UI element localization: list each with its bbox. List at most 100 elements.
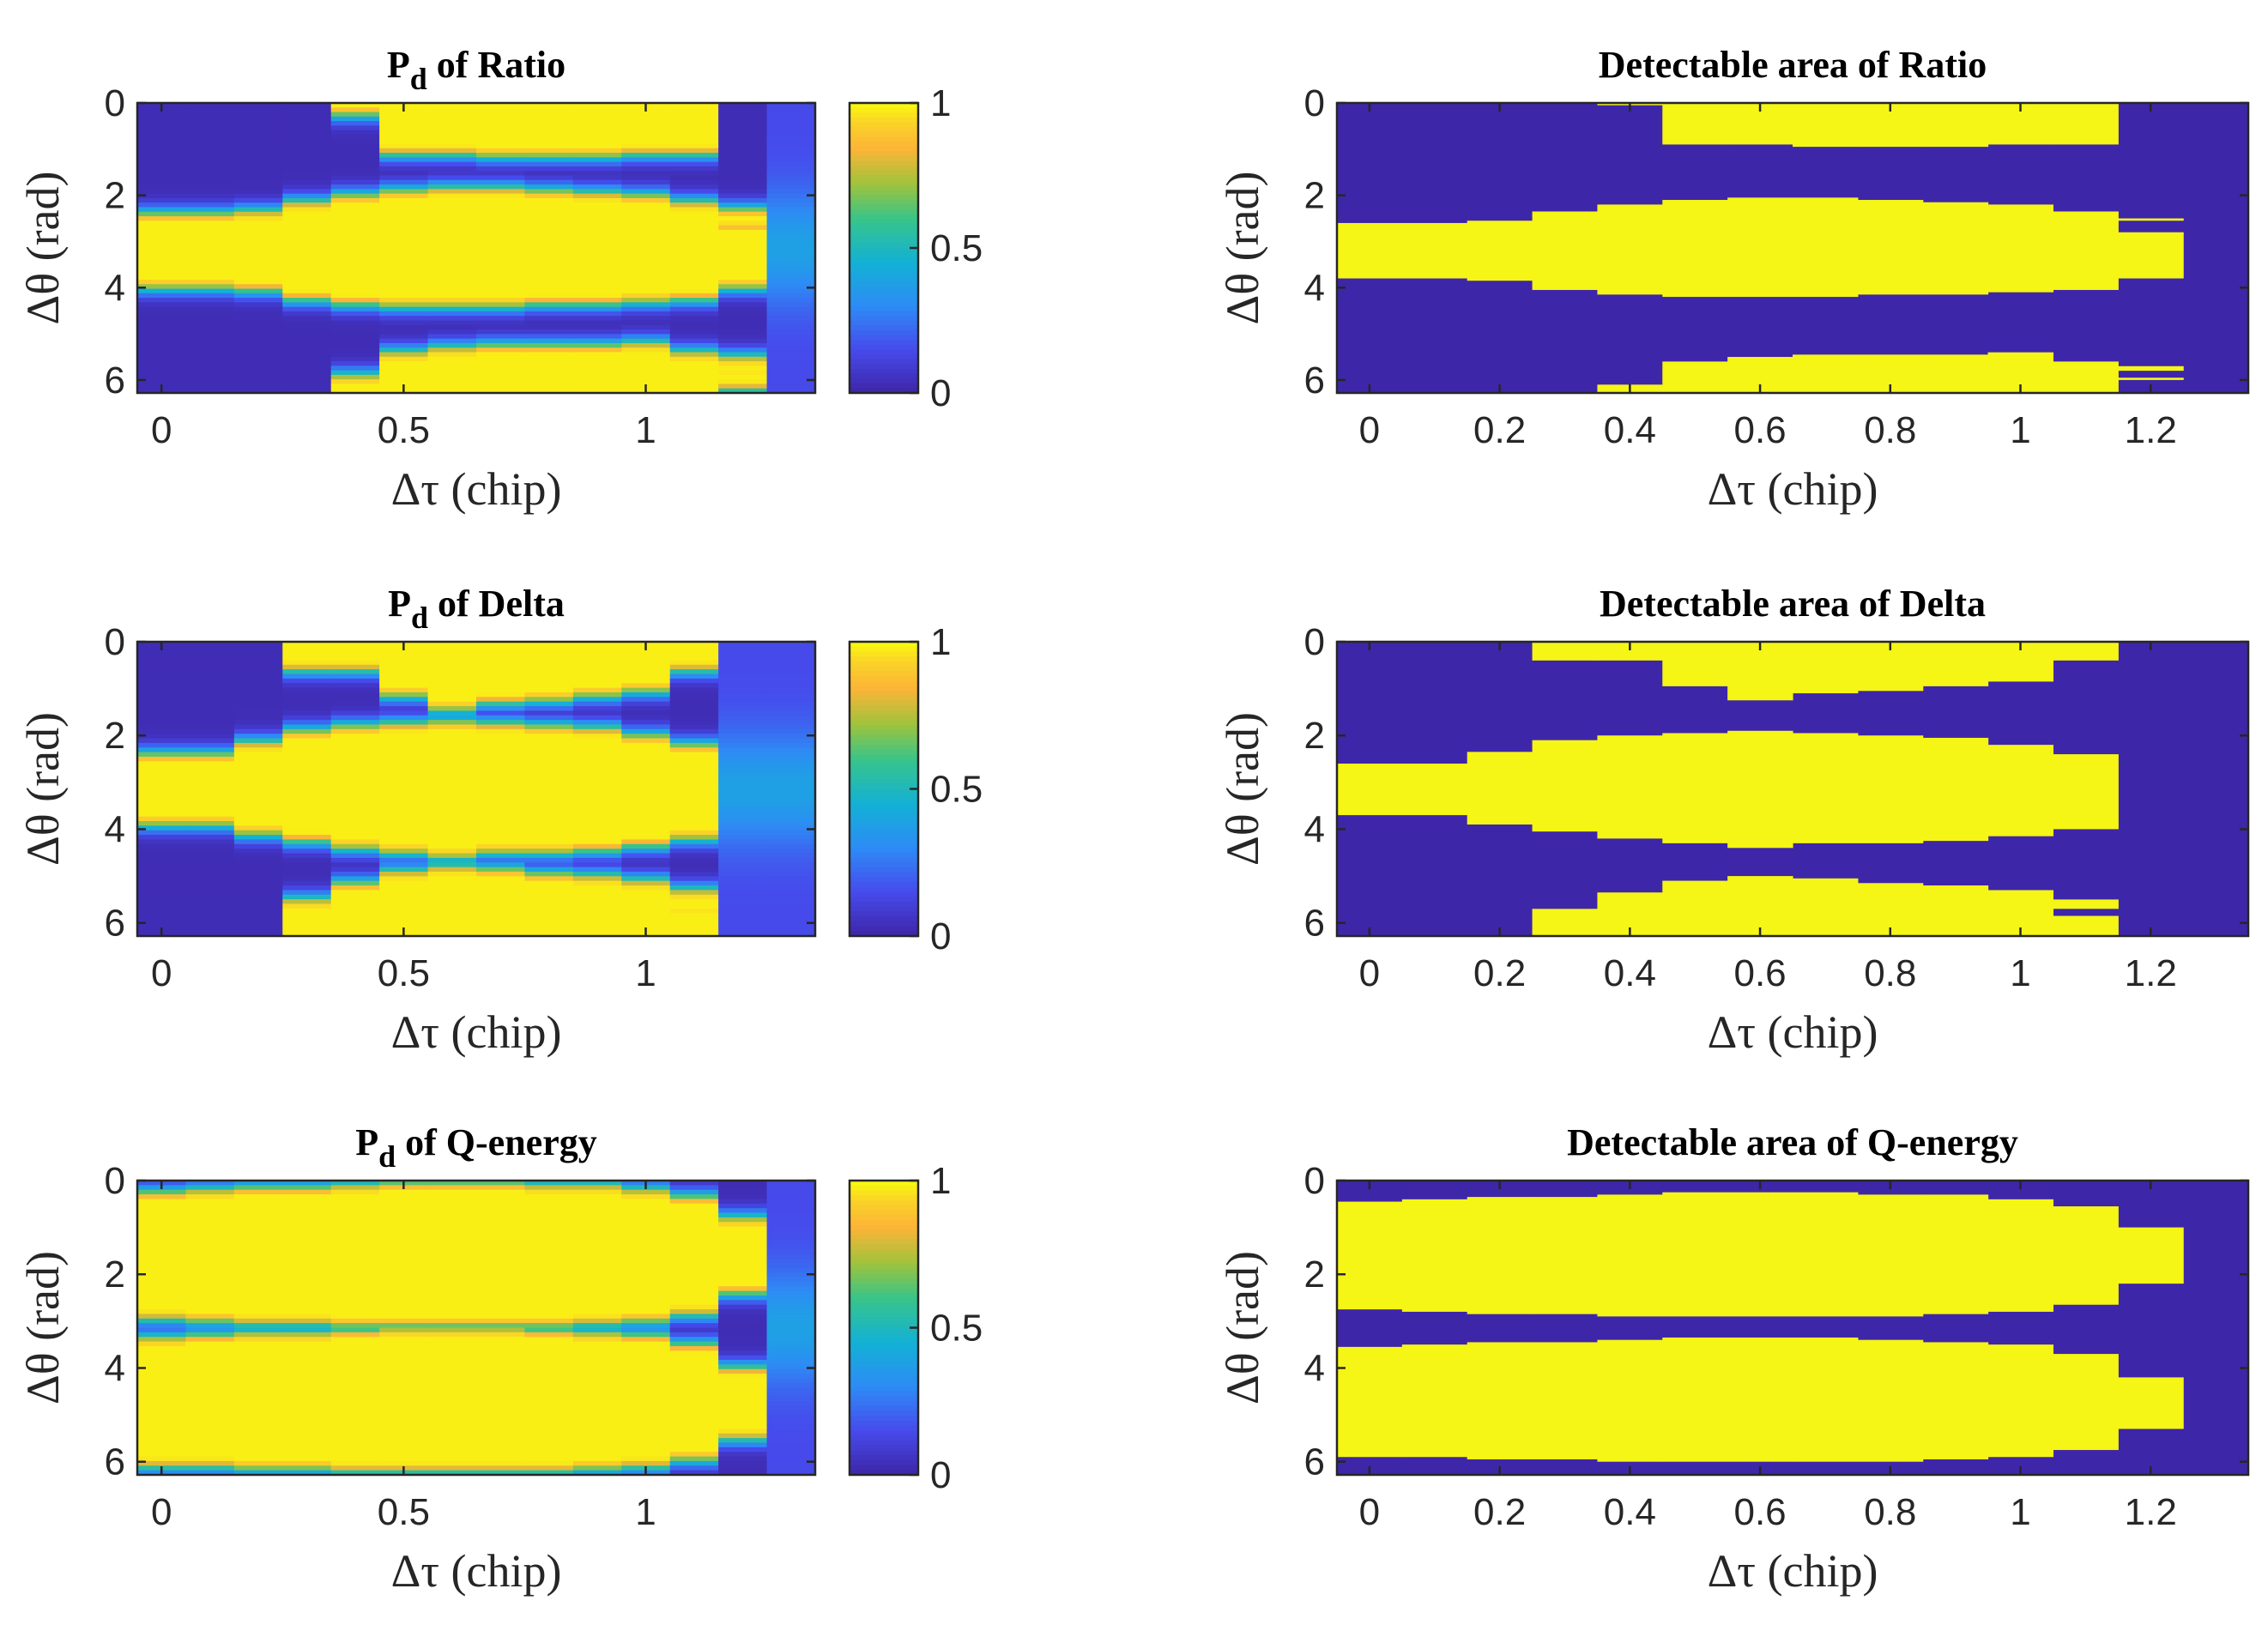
colorbar-segment: [850, 803, 918, 809]
heatmap-cell: [379, 669, 429, 675]
heatmap-cell: [137, 243, 187, 249]
heatmap-cell: [669, 1194, 719, 1200]
heatmap-cell: [185, 334, 235, 340]
heatmap-cell: [427, 802, 477, 808]
heatmap-cell: [233, 674, 283, 680]
heatmap-cell: [476, 370, 526, 376]
heatmap-cell: [379, 311, 429, 317]
heatmap-cell: [379, 298, 429, 303]
heatmap-cell: [718, 1263, 768, 1269]
heatmap-cell: [427, 650, 477, 656]
heatmap-cell: [137, 324, 187, 330]
heatmap-cell: [669, 1447, 719, 1453]
heatmap-cell: [572, 1456, 622, 1462]
heatmap-cell: [621, 660, 671, 666]
heatmap-cell: [282, 1281, 332, 1287]
heatmap-cell: [718, 1208, 768, 1214]
heatmap-cell: [282, 876, 332, 882]
heatmap-cell: [282, 216, 332, 221]
heatmap-cell: [476, 706, 526, 711]
heatmap-cell: [572, 646, 622, 652]
heatmap-cell: [718, 284, 768, 290]
heatmap-cell: [282, 143, 332, 149]
heatmap-cell: [185, 1181, 235, 1186]
heatmap-cell: [282, 257, 332, 263]
heatmap-cell: [330, 862, 380, 868]
heatmap-cell: [427, 1452, 477, 1458]
heatmap-cell: [669, 660, 719, 666]
heatmap-cell: [137, 334, 187, 340]
heatmap-cell: [524, 193, 574, 199]
heatmap-cell: [766, 179, 815, 185]
heatmap-cell: [330, 257, 380, 263]
heatmap-cell: [669, 320, 719, 326]
heatmap-cell: [621, 361, 671, 366]
heatmap-cell: [476, 1245, 526, 1250]
heatmap-cell: [572, 1290, 622, 1296]
heatmap-cell: [137, 843, 187, 849]
heatmap-cell: [282, 839, 332, 845]
heatmap-cell: [718, 1374, 768, 1380]
heatmap-cell: [137, 876, 187, 882]
colorbar-segment: [850, 1318, 918, 1324]
heatmap-cell: [766, 1203, 815, 1209]
x-tick-label: 0: [1359, 409, 1380, 451]
heatmap-cell: [524, 1277, 574, 1283]
heatmap-cell: [621, 275, 671, 281]
heatmap-cell: [718, 184, 768, 190]
heatmap-cell: [476, 1318, 526, 1324]
heatmap-cell: [476, 775, 526, 781]
heatmap-cell: [379, 112, 429, 118]
heatmap-cell: [330, 784, 380, 790]
heatmap-cell: [330, 1387, 380, 1393]
colorbar-segment: [850, 373, 918, 379]
colorbar-segment: [850, 891, 918, 897]
heatmap-cell: [669, 288, 719, 294]
heatmap-cell: [427, 1350, 477, 1356]
heatmap-cell: [282, 211, 332, 217]
heatmap-cell: [621, 1419, 671, 1425]
heatmap-cell: [379, 1314, 429, 1320]
heatmap-cell: [137, 747, 187, 753]
heatmap-cell: [379, 1286, 429, 1292]
heatmap-cell: [718, 669, 768, 675]
heatmap-cell: [669, 1212, 719, 1218]
heatmap-cell: [330, 927, 380, 933]
heatmap-cell: [476, 1392, 526, 1398]
heatmap-cell: [137, 779, 187, 785]
heatmap-cell: [379, 857, 429, 863]
heatmap-cell: [379, 302, 429, 308]
heatmap-cell: [669, 1314, 719, 1320]
heatmap-cell: [524, 1181, 574, 1186]
heatmap-cell: [669, 1345, 719, 1351]
heatmap-cell: [137, 825, 187, 831]
colorbar-segment: [850, 676, 918, 682]
heatmap-cell: [330, 1185, 380, 1191]
heatmap-cell: [572, 171, 622, 177]
heatmap-cell: [379, 1249, 429, 1255]
heatmap-cell: [766, 1245, 815, 1250]
heatmap-cell: [282, 1181, 332, 1186]
heatmap-cell: [379, 356, 429, 362]
heatmap-cell: [282, 234, 332, 240]
heatmap-cell: [718, 752, 768, 758]
heatmap-cell: [427, 1277, 477, 1283]
heatmap-cell: [185, 1212, 235, 1218]
heatmap-cell: [621, 157, 671, 163]
heatmap-cell: [718, 646, 768, 652]
heatmap-cell: [379, 316, 429, 322]
heatmap-cell: [330, 130, 380, 136]
heatmap-cell: [524, 161, 574, 167]
heatmap-cell: [137, 1281, 187, 1287]
detectable-cell: [1857, 200, 1924, 295]
heatmap-cell: [427, 871, 477, 877]
heatmap-cell: [330, 225, 380, 231]
colorbar-segment: [850, 906, 918, 913]
heatmap-cell: [572, 899, 622, 905]
heatmap-cell: [669, 1226, 719, 1232]
heatmap-cell: [524, 370, 574, 376]
heatmap-cell: [282, 1433, 332, 1439]
colorbar-segment: [850, 680, 918, 687]
heatmap-cell: [621, 316, 671, 322]
heatmap-cell: [621, 225, 671, 231]
